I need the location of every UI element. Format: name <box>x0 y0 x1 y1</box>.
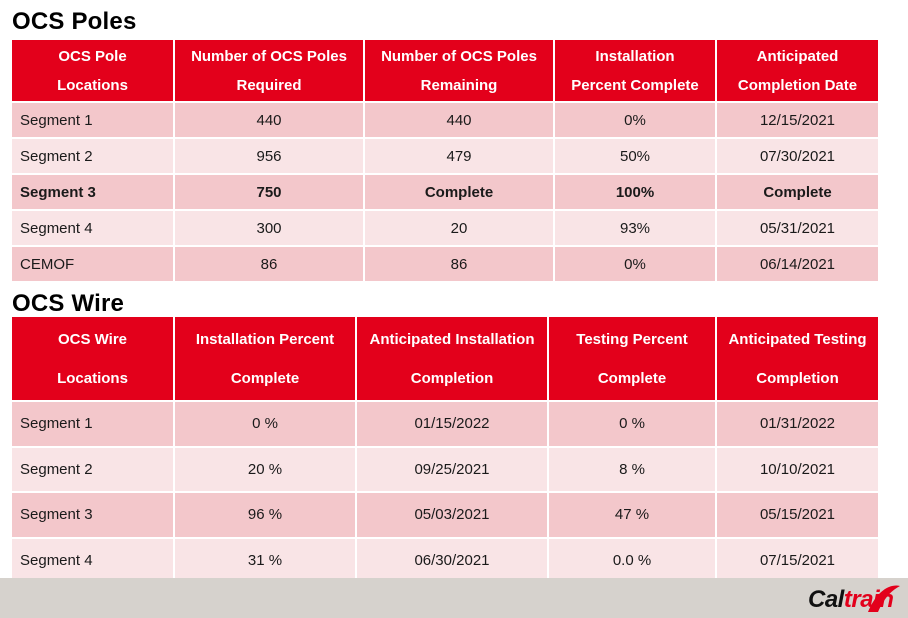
column-header-poles-remaining: Number of OCS Poles Remaining <box>364 40 555 103</box>
table-cell: 440 <box>364 102 555 139</box>
table-cell: Complete <box>364 174 555 211</box>
table-cell: 06/14/2021 <box>716 246 878 283</box>
table-cell: CEMOF <box>12 246 175 283</box>
table-cell: 0 % <box>174 401 357 448</box>
table-cell: 05/31/2021 <box>716 210 878 247</box>
table-cell: 47 % <box>548 492 717 539</box>
column-header-installation-completion: Anticipated Installation Completion <box>356 317 549 402</box>
table-cell: 31 % <box>174 537 357 584</box>
table-cell: 86 <box>364 246 555 283</box>
table-cell: 05/15/2021 <box>716 492 878 539</box>
table-cell: 440 <box>174 102 365 139</box>
column-header-installation-percent: Installation Percent Complete <box>174 317 357 402</box>
caltrain-swoosh-icon <box>868 585 900 612</box>
table-cell: Segment 3 <box>12 492 175 539</box>
table-header-row: OCS Wire Locations Installation Percent Co… <box>12 317 878 402</box>
table-cell: 50% <box>554 138 717 175</box>
table-cell: 0 % <box>548 401 717 448</box>
table-cell: Segment 2 <box>12 138 175 175</box>
table-row: Segment 2 20 % 09/25/2021 8 % 10/10/2021 <box>12 446 878 493</box>
ocs-poles-table: OCS Pole Locations Number of OCS Poles Req… <box>12 40 878 283</box>
table-cell: 0% <box>554 102 717 139</box>
column-header-locations: OCS Pole Locations <box>12 40 175 103</box>
table-row: Segment 3 750 Complete 100% Complete <box>12 174 878 211</box>
ocs-wire-title: OCS Wire <box>12 290 125 317</box>
column-header-poles-required: Number of OCS Poles Required <box>174 40 365 103</box>
table-cell: Segment 4 <box>12 537 175 584</box>
column-header-locations: OCS Wire Locations <box>12 317 175 402</box>
column-header-installation-percent: Installation Percent Complete <box>554 40 717 103</box>
column-header-testing-percent: Testing Percent Complete <box>548 317 717 402</box>
ocs-wire-table: OCS Wire Locations Installation Percent Co… <box>12 317 878 584</box>
table-cell: 300 <box>174 210 365 247</box>
table-row: Segment 4 300 20 93% 05/31/2021 <box>12 210 878 247</box>
table-row: Segment 1 0 % 01/15/2022 0 % 01/31/2022 <box>12 401 878 448</box>
table-row: CEMOF 86 86 0% 06/14/2021 <box>12 246 878 283</box>
table-cell: 20 % <box>174 446 357 493</box>
table-cell: 93% <box>554 210 717 247</box>
table-header-row: OCS Pole Locations Number of OCS Poles Req… <box>12 40 878 103</box>
table-cell: 05/03/2021 <box>356 492 549 539</box>
table-cell: Segment 1 <box>12 102 175 139</box>
table-cell: 06/30/2021 <box>356 537 549 584</box>
table-cell: 956 <box>174 138 365 175</box>
table-row: Segment 1 440 440 0% 12/15/2021 <box>12 102 878 139</box>
table-cell: 07/30/2021 <box>716 138 878 175</box>
table-cell: 8 % <box>548 446 717 493</box>
table-cell: 86 <box>174 246 365 283</box>
table-cell: 96 % <box>174 492 357 539</box>
table-cell: 07/15/2021 <box>716 537 878 584</box>
footer-band <box>0 578 908 618</box>
table-cell: 09/25/2021 <box>356 446 549 493</box>
table-cell: 0% <box>554 246 717 283</box>
table-cell: 750 <box>174 174 365 211</box>
table-cell: 10/10/2021 <box>716 446 878 493</box>
table-cell: Segment 2 <box>12 446 175 493</box>
table-cell: 20 <box>364 210 555 247</box>
table-cell: Complete <box>716 174 878 211</box>
table-cell: Segment 4 <box>12 210 175 247</box>
table-cell: 479 <box>364 138 555 175</box>
table-cell: 01/31/2022 <box>716 401 878 448</box>
table-cell: 100% <box>554 174 717 211</box>
table-cell: Segment 1 <box>12 401 175 448</box>
table-row: Segment 4 31 % 06/30/2021 0.0 % 07/15/20… <box>12 537 878 584</box>
table-cell: 01/15/2022 <box>356 401 549 448</box>
column-header-testing-completion: Anticipated Testing Completion <box>716 317 878 402</box>
logo-text-main: Cal <box>808 586 844 613</box>
table-cell: Segment 3 <box>12 174 175 211</box>
table-cell: 12/15/2021 <box>716 102 878 139</box>
column-header-completion-date: Anticipated Completion Date <box>716 40 878 103</box>
caltrain-logo: Caltrain <box>802 582 902 616</box>
table-cell: 0.0 % <box>548 537 717 584</box>
table-row: Segment 2 956 479 50% 07/30/2021 <box>12 138 878 175</box>
table-row: Segment 3 96 % 05/03/2021 47 % 05/15/202… <box>12 492 878 539</box>
ocs-poles-title: OCS Poles <box>12 8 137 35</box>
